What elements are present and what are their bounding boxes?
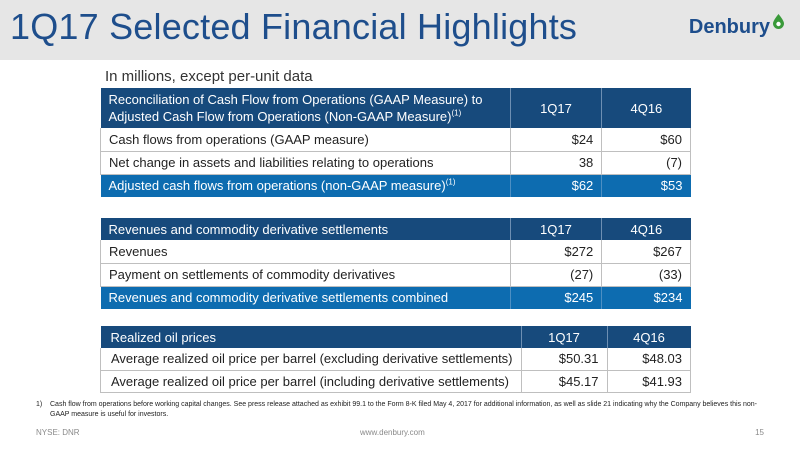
realized-oil-prices-table: Realized oil prices 1Q17 4Q16 Average re…	[100, 326, 691, 393]
column-header-1q17: 1Q17	[510, 218, 603, 240]
row-value-4q16: $60	[601, 128, 691, 152]
cash-flow-reconciliation-table: Reconciliation of Cash Flow from Operati…	[100, 88, 691, 197]
row-label: Revenues	[100, 240, 511, 264]
slide-title: 1Q17 Selected Financial Highlights	[10, 6, 578, 47]
row-label: Net change in assets and liabilities rel…	[100, 151, 511, 175]
total-label: Revenues and commodity derivative settle…	[100, 286, 511, 309]
table-row: Cash flows from operations (GAAP measure…	[100, 128, 691, 152]
table-row: Net change in assets and liabilities rel…	[100, 151, 691, 175]
table-total-row: Adjusted cash flows from operations (non…	[100, 174, 691, 197]
row-value-1q17: (27)	[510, 263, 603, 287]
table-header-label: Revenues and commodity derivative settle…	[100, 218, 511, 240]
title-bar: 1Q17 Selected Financial Highlights Denbu…	[0, 0, 800, 60]
total-value-1q17: $245	[510, 286, 603, 309]
table-header-row: Realized oil prices 1Q17 4Q16	[100, 326, 691, 348]
revenues-derivatives-table: Revenues and commodity derivative settle…	[100, 218, 691, 309]
row-value-1q17: $45.17	[521, 370, 608, 393]
footer-website-link[interactable]: www.denbury.com	[360, 428, 425, 437]
column-header-1q17: 1Q17	[521, 326, 608, 348]
table-row: Payment on settlements of commodity deri…	[100, 263, 691, 287]
table-header-row: Reconciliation of Cash Flow from Operati…	[100, 88, 691, 128]
total-label: Adjusted cash flows from operations (non…	[100, 174, 511, 197]
row-value-4q16: $267	[601, 240, 691, 264]
footnote-number: 1)	[36, 401, 43, 408]
green-drop-icon	[773, 13, 784, 34]
table-row: Revenues $272 $267	[100, 240, 691, 264]
footnote-text: Cash flow from operations before working…	[50, 401, 757, 418]
table-header-label: Reconciliation of Cash Flow from Operati…	[100, 88, 511, 128]
row-value-1q17: 38	[510, 151, 603, 175]
total-value-4q16: $234	[653, 290, 683, 306]
column-header-4q16: 4Q16	[633, 329, 665, 345]
row-label: Payment on settlements of commodity deri…	[100, 263, 511, 287]
total-value-1q17: $62	[510, 174, 603, 197]
row-value-1q17: $50.31	[521, 348, 608, 371]
column-header-4q16: 4Q16	[630, 221, 663, 237]
table-row: Average realized oil price per barrel (e…	[100, 348, 691, 371]
table-total-row: Revenues and commodity derivative settle…	[100, 286, 691, 309]
row-value-1q17: $24	[510, 128, 603, 152]
table-header-label: Realized oil prices	[100, 326, 522, 348]
row-label: Average realized oil price per barrel (i…	[100, 370, 522, 393]
footer-ticker: NYSE: DNR	[36, 428, 80, 437]
row-value-4q16: $48.03	[607, 348, 691, 371]
row-label: Average realized oil price per barrel (e…	[100, 348, 522, 371]
row-value-4q16: $41.93	[607, 370, 691, 393]
row-value-4q16: (33)	[601, 263, 691, 287]
total-value-4q16: $53	[660, 178, 683, 194]
column-header-1q17: 1Q17	[510, 88, 603, 128]
company-logo: Denbury	[688, 13, 784, 39]
table-row: Average realized oil price per barrel (i…	[100, 370, 691, 393]
column-header-4q16: 4Q16	[630, 100, 663, 116]
footnote: 1) Cash flow from operations before work…	[36, 400, 776, 420]
row-label: Cash flows from operations (GAAP measure…	[100, 128, 511, 152]
page-number: 15	[755, 428, 764, 437]
row-value-1q17: $272	[510, 240, 603, 264]
table-header-row: Revenues and commodity derivative settle…	[100, 218, 691, 240]
row-value-4q16: (7)	[601, 151, 691, 175]
units-note: In millions, except per-unit data	[105, 68, 313, 85]
logo-text: Denbury	[688, 16, 770, 38]
